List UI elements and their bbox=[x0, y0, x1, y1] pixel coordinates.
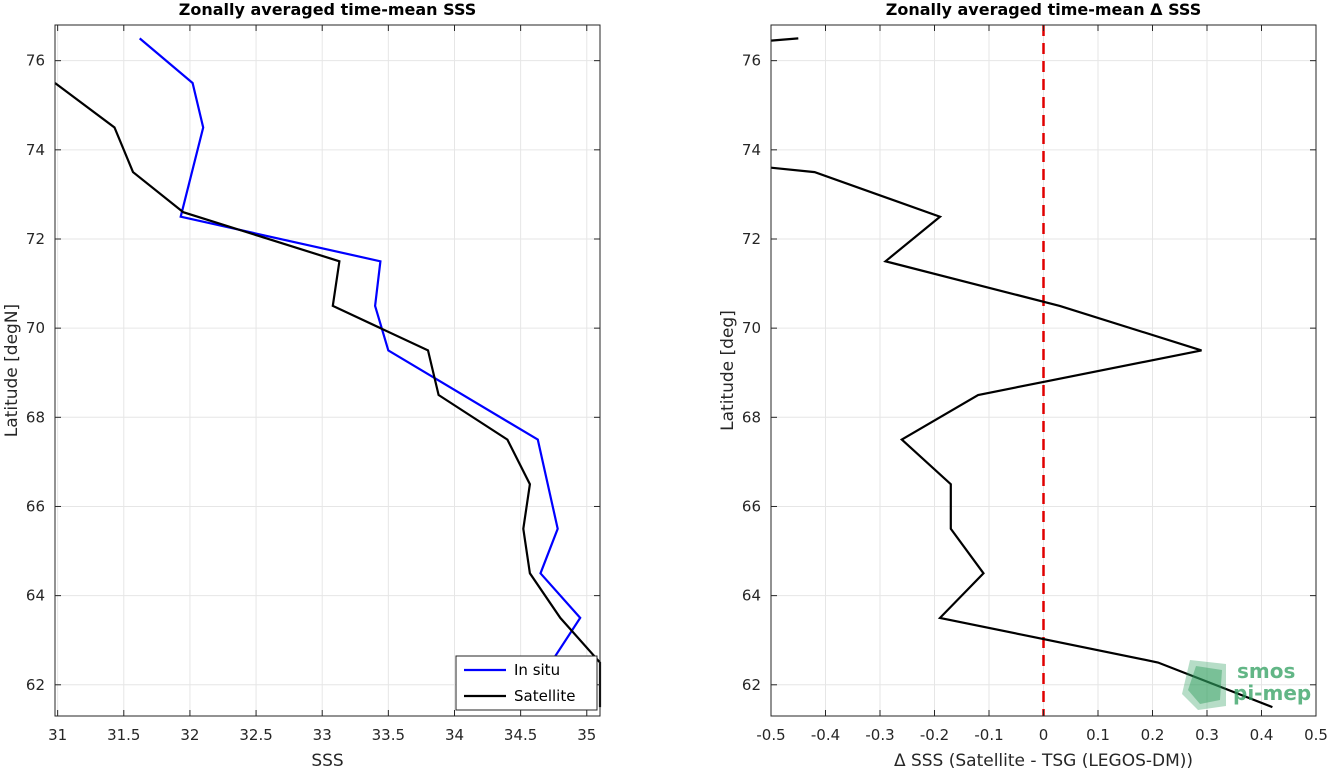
left-axes-frame bbox=[54, 24, 601, 717]
right-xtick-label: 0.1 bbox=[1086, 726, 1110, 744]
left-xtick-label: 35 bbox=[577, 726, 596, 744]
left-ytick-label: 66 bbox=[26, 497, 45, 515]
left-y-axis-label: Latitude [degN] bbox=[2, 304, 22, 437]
left-xtick-label: 31.5 bbox=[107, 726, 140, 744]
right-xtick-label: -0.1 bbox=[974, 726, 1003, 744]
right-xtick-label: -0.2 bbox=[920, 726, 949, 744]
right-ytick-label: 62 bbox=[742, 676, 761, 694]
right-xtick-label: -0.4 bbox=[811, 726, 840, 744]
left-series-satellite-line-0 bbox=[54, 82, 602, 708]
right-series-0-line-1 bbox=[770, 166, 1273, 709]
right-xtick-label: 0.2 bbox=[1141, 726, 1165, 744]
right-xtick-label: 0.5 bbox=[1304, 726, 1328, 744]
right-ytick-label: 64 bbox=[742, 587, 761, 605]
legend-entry-label: Satellite bbox=[514, 687, 575, 705]
right-series-0-line-0 bbox=[770, 37, 799, 42]
logo-line2: pi-mep bbox=[1233, 681, 1311, 705]
right-ytick-label: 66 bbox=[742, 497, 761, 515]
right-ytick-label: 68 bbox=[742, 408, 761, 426]
right-axes: -0.5 -0.4 -0.3 -0.2 -0.1 0 0.1 0.2 0.3 0.4 0.5 62 64… bbox=[718, 0, 1328, 769]
right-xtick-label: 0 bbox=[1039, 726, 1049, 744]
right-xtick-label: 0.3 bbox=[1195, 726, 1219, 744]
left-ytick-label: 72 bbox=[26, 230, 45, 248]
logo-graphic-front bbox=[1188, 666, 1222, 704]
left-xtick-label: 32 bbox=[180, 726, 199, 744]
left-ytick-label: 64 bbox=[26, 587, 45, 605]
right-ytick-label: 76 bbox=[742, 52, 761, 70]
right-xtick-label: -0.3 bbox=[865, 726, 894, 744]
left-chart-title: Zonally averaged time-mean SSS bbox=[179, 0, 477, 19]
left-xtick-label: 31 bbox=[48, 726, 67, 744]
right-x-axis-label: Δ SSS (Satellite - TSG (LEGOS-DM)) bbox=[894, 751, 1193, 769]
logo-line1: smos bbox=[1237, 659, 1295, 683]
right-chart-title: Zonally averaged time-mean Δ SSS bbox=[886, 0, 1202, 19]
left-x-axis-label: SSS bbox=[311, 751, 343, 769]
left-xtick-label: 34.5 bbox=[504, 726, 537, 744]
left-ytick-label: 76 bbox=[26, 52, 45, 70]
left-xtick-label: 34 bbox=[445, 726, 464, 744]
left-plot-area bbox=[55, 25, 600, 716]
left-ytick-label: 62 bbox=[26, 676, 45, 694]
left-ytick-label: 68 bbox=[26, 408, 45, 426]
logo-graphic-back bbox=[1182, 660, 1226, 710]
legend-entry-label: In situ bbox=[514, 661, 560, 679]
left-ytick-label: 74 bbox=[26, 141, 45, 159]
left-xtick-label: 33.5 bbox=[372, 726, 405, 744]
legend-box bbox=[455, 655, 598, 711]
left-ytick-label: 70 bbox=[26, 319, 45, 337]
right-ytick-label: 72 bbox=[742, 230, 761, 248]
left-axes: 31 31.5 32 32.5 33 33.5 34 34.5 35 62 64 66 68 70 72 74… bbox=[2, 0, 602, 769]
left-series-in-situ-line-0 bbox=[138, 37, 582, 708]
left-legend: In situ Satellite bbox=[455, 655, 598, 711]
right-ytick-label: 74 bbox=[742, 141, 761, 159]
right-xtick-label: 0.4 bbox=[1250, 726, 1274, 744]
right-ytick-label: 70 bbox=[742, 319, 761, 337]
right-xtick-label: -0.5 bbox=[756, 726, 785, 744]
left-xtick-label: 32.5 bbox=[239, 726, 272, 744]
left-xtick-label: 33 bbox=[313, 726, 332, 744]
right-y-axis-label: Latitude [deg] bbox=[718, 310, 738, 431]
